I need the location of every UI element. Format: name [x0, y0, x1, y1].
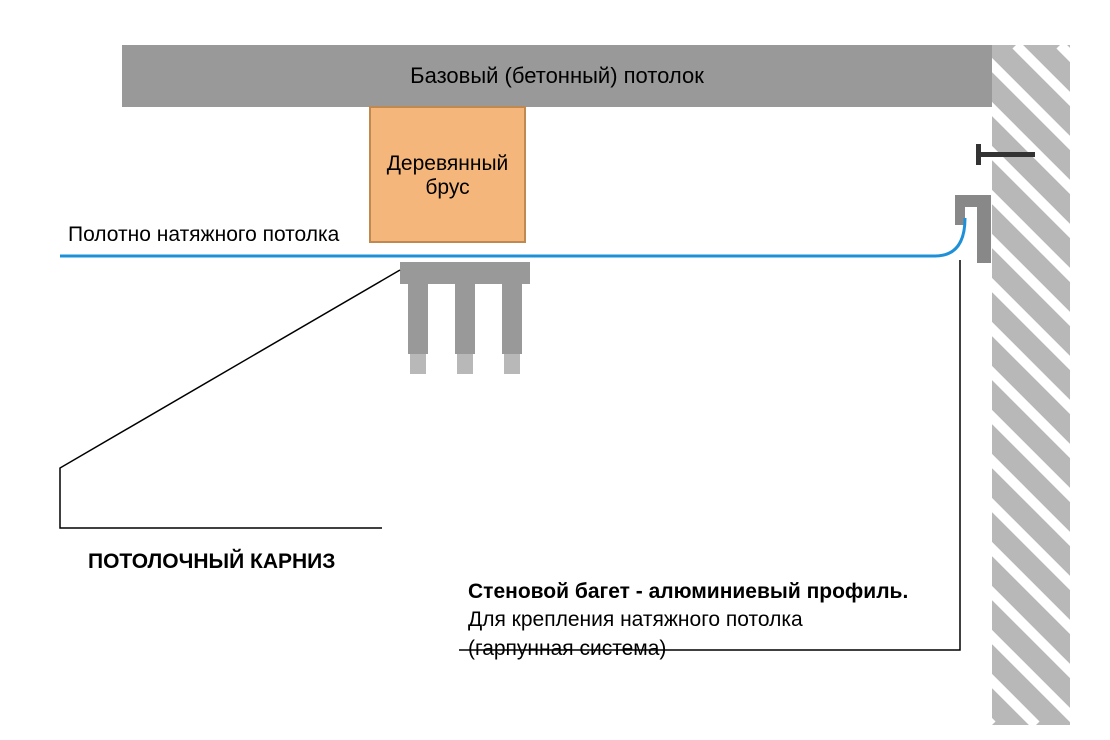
profile-callout-line2: Для крепления натяжного потолка	[468, 608, 803, 631]
profile-callout-line1: Стеновой багет - алюминиевый профиль.	[468, 580, 908, 603]
callout-line-cornice	[60, 270, 400, 528]
fabric-label: Полотно натяжного потолка	[68, 223, 339, 247]
ceiling-label: Базовый (бетонный) потолок	[122, 63, 992, 89]
profile-callout-label: Стеновой багет - алюминиевый профиль. Дл…	[468, 578, 908, 663]
cornice-callout-label: ПОТОЛОЧНЫЙ КАРНИЗ	[88, 550, 335, 574]
ceiling-cornice	[400, 262, 530, 374]
beam-label: Деревянный брус	[370, 152, 525, 200]
beam-label-line2: брус	[425, 176, 469, 199]
profile-callout-line3: (гарпунная система)	[468, 637, 666, 660]
beam-label-line1: Деревянный	[387, 152, 509, 175]
wall-profile	[955, 195, 991, 263]
